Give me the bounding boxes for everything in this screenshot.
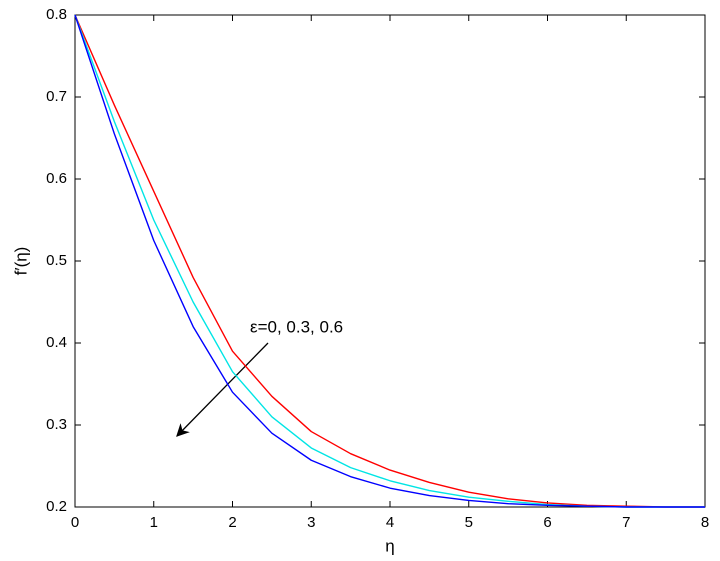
x-tick-label: 0 [71,514,79,531]
annotation-arrow [176,342,269,437]
x-tick-label: 7 [622,514,630,531]
x-tick-label: 1 [150,514,158,531]
x-tick-label: 6 [543,514,551,531]
y-tick-label: 0.7 [46,88,67,105]
y-tick-label: 0.6 [46,170,67,187]
x-axis-label: η [385,536,394,555]
x-tick-label: 8 [701,514,709,531]
y-tick-label: 0.8 [46,6,67,23]
series-line [74,14,705,508]
annotation: ε=0, 0.3, 0.6 [250,317,343,336]
series-line [74,14,705,508]
y-tick-label: 0.2 [46,498,67,515]
y-axis-label: f′(η) [11,247,30,276]
y-tick-label: 0.5 [46,252,67,269]
plot-frame [74,14,706,508]
x-tick-label: 5 [465,514,473,531]
x-tick-label: 4 [386,514,394,531]
series-line [74,14,705,508]
x-tick-label: 3 [307,514,315,531]
y-tick-label: 0.3 [46,416,67,433]
y-tick-label: 0.4 [46,334,67,351]
x-tick-label: 2 [228,514,236,531]
